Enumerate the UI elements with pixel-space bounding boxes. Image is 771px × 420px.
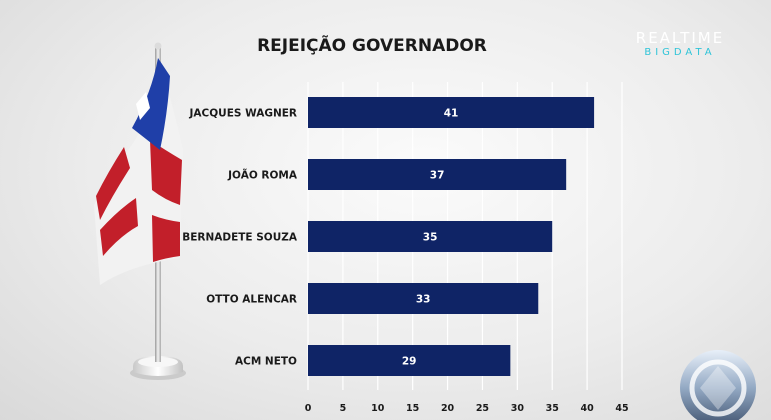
category-labels: JACQUES WAGNER JOÃO ROMA BERNADETE SOUZA OT… [182,108,298,368]
data-label: 29 [402,356,417,368]
bars [308,97,595,376]
bahia-flag-icon [94,42,186,380]
x-tick-label: 0 [305,403,312,414]
bar [308,345,511,376]
x-tick-label: 25 [476,403,489,414]
bar [308,97,595,128]
category-label: JACQUES WAGNER [189,108,297,120]
x-tick-label: 5 [340,403,347,414]
data-label: 35 [423,232,438,244]
category-label: OTTO ALENCAR [206,294,297,306]
x-tick-label: 35 [546,403,559,414]
category-label: BERNADETE SOUZA [182,232,298,244]
x-tick-label: 30 [511,403,525,414]
brand-line-2: BIGDATA [644,47,715,58]
value-labels: 41 37 35 33 29 [402,108,458,368]
bar [308,221,553,252]
brand-line-1: REALTIME [636,29,724,47]
data-label: 37 [430,170,445,182]
x-tick-label: 45 [615,403,628,414]
x-tick-label: 40 [580,403,594,414]
record-tv-logo-icon [680,350,756,420]
x-tick-label: 15 [406,403,419,414]
data-label: 33 [416,294,431,306]
data-label: 41 [444,108,459,120]
bar [308,159,567,190]
x-tick-label: 10 [371,403,385,414]
x-tick-label: 20 [441,403,455,414]
bar [308,283,539,314]
category-label: ACM NETO [235,356,297,368]
chart-title: REJEIÇÃO GOVERNADOR [257,33,487,56]
realtime-bigdata-logo: REALTIME BIGDATA [636,29,724,58]
category-label: JOÃO ROMA [227,169,298,182]
x-axis-ticks: 0 5 10 15 20 25 30 35 40 45 [305,403,629,414]
